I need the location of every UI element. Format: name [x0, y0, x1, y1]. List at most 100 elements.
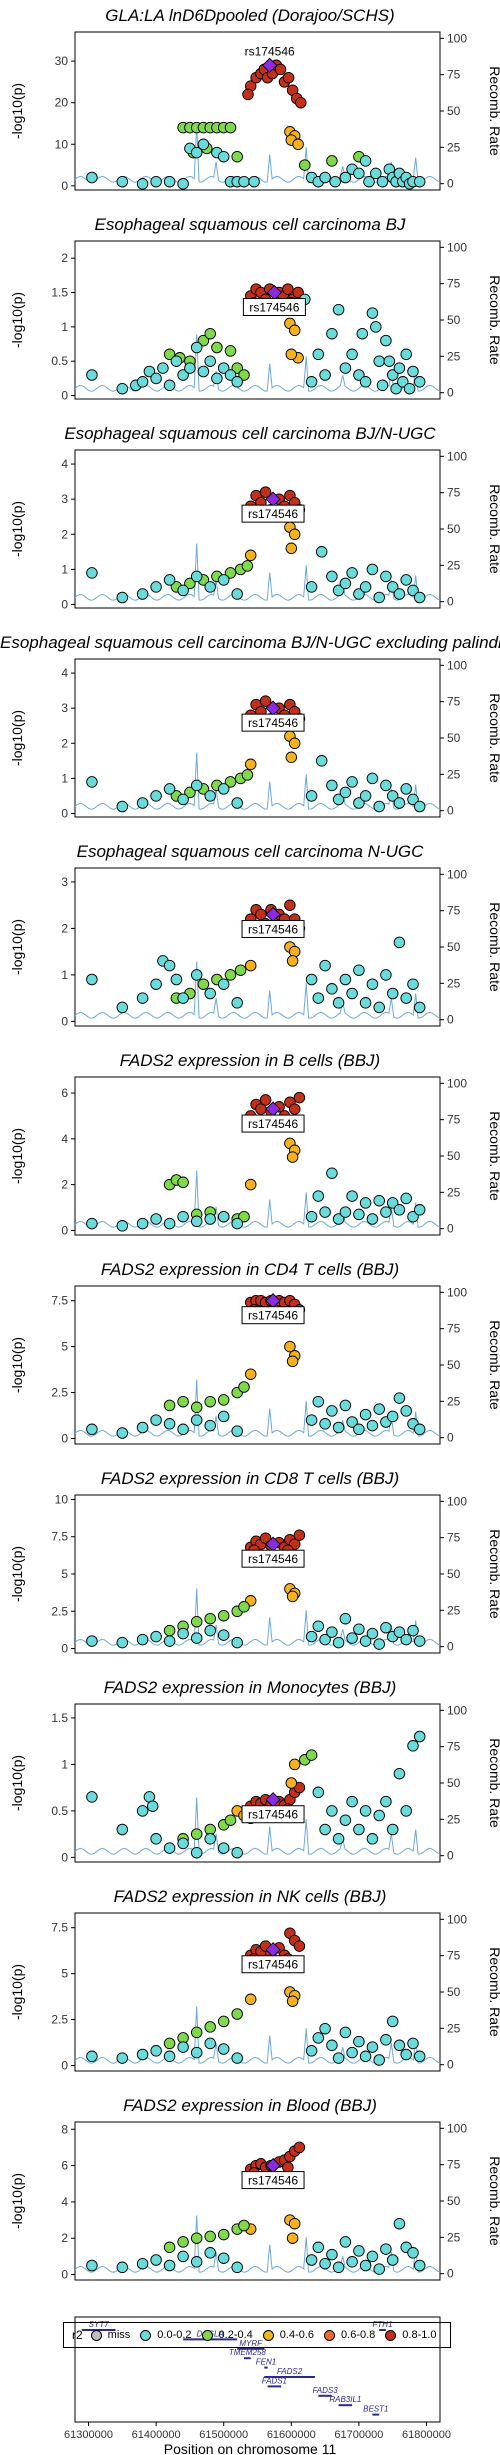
snp-point — [386, 987, 399, 1000]
snp-point — [393, 362, 406, 374]
snp-point — [86, 1791, 98, 1803]
regional-plot-9: FADS2 expression in Monocytes (BBJ) 0 0.5 1… — [0, 1678, 500, 1887]
snp-point — [386, 369, 399, 381]
snp-point — [359, 155, 372, 167]
snp-point — [400, 1405, 412, 1417]
snp-point — [305, 973, 318, 986]
plot-frame — [74, 658, 441, 818]
snp-point — [339, 1612, 352, 1625]
y-tick-label: 2.5 — [51, 1386, 68, 1400]
snp-point — [393, 797, 406, 809]
snp-point — [177, 178, 189, 190]
snp-point — [373, 1403, 385, 1415]
snp-point — [177, 1210, 189, 1223]
snp-point — [329, 175, 341, 188]
snp-point — [353, 2035, 365, 2048]
snp-point — [288, 1103, 301, 1115]
snp-point — [197, 978, 210, 990]
snp-point — [136, 2257, 149, 2270]
snp-point — [217, 1394, 230, 1406]
plot-svg: 0 1 2 3 -log10(p) 0 25 50 75 100 Recomb. Rate rs174… — [9, 867, 500, 1028]
snp-point — [136, 178, 149, 190]
y2-tick-label: 0 — [447, 804, 454, 818]
snp-point — [356, 327, 369, 340]
y2-tick-label: 75 — [447, 1531, 461, 1545]
plot-svg: 0 2.5 5 7.5 -log10(p) 0 25 50 75 100 Recomb. Rate r… — [9, 1285, 500, 1445]
snp-point — [332, 2261, 345, 2274]
snp-point — [366, 2250, 379, 2263]
snp-point — [204, 790, 216, 802]
snp-point — [359, 1408, 372, 1421]
snp-point — [116, 1220, 129, 1232]
snp-point — [231, 1636, 243, 1649]
legend-item-r2-0.2-0.4: 0.2-0.4 — [201, 2329, 253, 2341]
y-tick-label: 7.5 — [51, 1294, 68, 1308]
legend-item-r2-0.4-0.6: 0.4-0.6 — [262, 2329, 314, 2341]
y-tick-label: 0 — [61, 2268, 68, 2282]
y2-tick-label: 50 — [447, 940, 461, 954]
snp-point — [319, 2257, 331, 2270]
snp-point — [204, 327, 216, 340]
snp-point — [305, 790, 318, 802]
y-tick-label: 0 — [61, 1850, 68, 1864]
y-tick-label: 0 — [61, 1223, 68, 1237]
y2-axis-label: Recomb. Rate — [487, 1529, 500, 1619]
snp-point — [150, 1630, 162, 1643]
snp-point — [286, 2232, 299, 2244]
snp-point — [163, 2037, 176, 2050]
y-tick-label: 0 — [61, 389, 68, 403]
y-tick-label: 1 — [61, 771, 68, 785]
y2-axis-label: Recomb. Rate — [487, 902, 500, 992]
lead-snp-label-box — [241, 1549, 305, 1568]
snp-point — [373, 1638, 385, 1650]
snp-point — [353, 1423, 365, 1436]
snp-point — [150, 581, 162, 593]
snp-point — [136, 1421, 149, 1434]
snp-point — [346, 1190, 358, 1202]
snp-point — [163, 959, 176, 972]
snp-point — [332, 997, 345, 1009]
snp-point — [312, 1786, 325, 1799]
snp-point — [353, 1208, 365, 1221]
y-tick-label: 1 — [61, 562, 68, 576]
y2-axis-label: Recomb. Rate — [487, 1738, 500, 1828]
y2-tick-label: 25 — [447, 1812, 461, 1826]
y2-tick-label: 75 — [447, 277, 461, 291]
x-tick-label: 61800000 — [402, 2429, 451, 2441]
gene-label: FTH1 — [373, 2320, 393, 2329]
snp-point — [163, 574, 176, 586]
snp-point — [143, 365, 156, 378]
snp-point — [286, 1355, 299, 1368]
lead-snp-label-box — [241, 504, 305, 523]
snp-point — [231, 362, 243, 374]
snp-point — [259, 486, 272, 498]
snp-point — [380, 1206, 392, 1218]
snp-point — [217, 2043, 230, 2055]
y2-tick-label: 75 — [447, 1740, 461, 1754]
snp-point — [390, 382, 402, 395]
snp-point — [177, 793, 189, 806]
snp-point — [288, 324, 301, 337]
snp-point — [116, 2052, 129, 2064]
snp-point — [393, 1204, 406, 1216]
y2-tick-label: 50 — [447, 1149, 461, 1163]
snp-point — [380, 334, 392, 347]
snp-point — [373, 2263, 385, 2275]
snp-point — [231, 2261, 243, 2274]
y2-axis-label: Recomb. Rate — [487, 2156, 500, 2246]
snp-point — [285, 1777, 298, 1789]
y2-tick-label: 50 — [447, 313, 461, 327]
snp-point — [116, 591, 129, 604]
plot-frame — [74, 449, 441, 609]
snp-point — [346, 2046, 358, 2059]
snp-point — [282, 71, 295, 84]
recomb-rate-line — [74, 125, 441, 183]
snp-point — [286, 955, 299, 967]
snp-point — [393, 1767, 406, 1780]
snp-point — [150, 2045, 162, 2057]
snp-point — [231, 797, 243, 809]
y-tick-label: 5 — [61, 1567, 68, 1581]
snp-point — [339, 171, 352, 184]
y-axis-label: -log10(p) — [9, 1546, 25, 1602]
y2-tick-label: 50 — [447, 1776, 461, 1790]
